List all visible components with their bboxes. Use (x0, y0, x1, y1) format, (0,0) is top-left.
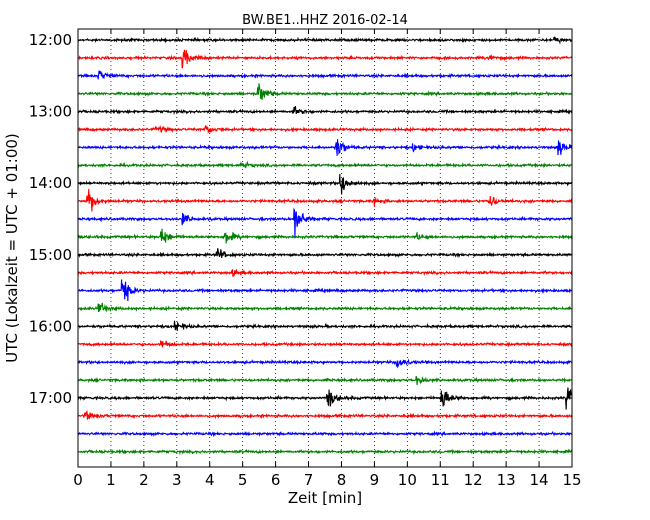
seismic-trace (77, 320, 573, 331)
y-tick-label: 12:00 (29, 31, 72, 49)
seismic-trace (77, 268, 573, 278)
x-tick-label: 0 (73, 471, 83, 489)
seismic-trace (77, 139, 573, 156)
seismic-trace (77, 228, 573, 244)
x-tick-label: 12 (464, 471, 483, 489)
plot-frame (77, 28, 573, 468)
seismic-trace (77, 36, 573, 45)
seismic-trace (77, 279, 573, 301)
seismic-trace (77, 430, 573, 438)
seismic-trace (77, 339, 573, 348)
seismic-trace (77, 49, 573, 69)
x-tick-label: 8 (337, 471, 347, 489)
x-axis-label: Zeit [min] (288, 489, 362, 507)
seismic-trace (77, 302, 573, 313)
seismic-trace (77, 173, 573, 195)
y-tick-label: 14:00 (29, 174, 72, 192)
x-tick-label: 13 (497, 471, 516, 489)
x-tick-label: 3 (172, 471, 182, 489)
x-tick-label: 7 (304, 471, 314, 489)
x-tick-label: 11 (431, 471, 450, 489)
seismic-trace (77, 376, 573, 386)
x-tick-label: 4 (205, 471, 215, 489)
seismic-trace (77, 387, 573, 410)
x-tick-label: 6 (271, 471, 281, 489)
x-tick-label: 15 (562, 471, 581, 489)
x-tick-label: 5 (238, 471, 248, 489)
y-axis-ticks: 12:00 13:00 14:00 15:00 16:00 17:00 (29, 31, 572, 407)
seismic-trace (77, 124, 573, 134)
trace-group (77, 36, 573, 456)
y-axis-label: UTC (Lokalzeit = UTC + 01:00) (3, 133, 21, 363)
seismic-trace (77, 70, 573, 80)
x-axis-ticks: 0 1 2 3 4 5 6 7 8 9 10 11 12 13 14 15 (73, 29, 582, 489)
seismic-trace (77, 83, 573, 100)
x-tick-label: 14 (530, 471, 549, 489)
seismic-trace (77, 358, 573, 369)
chart-title: BW.BE1..HHZ 2016-02-14 (242, 13, 408, 28)
y-tick-label: 17:00 (29, 389, 72, 407)
seismic-trace (77, 160, 573, 169)
seismic-trace (77, 410, 573, 420)
x-tick-label: 1 (106, 471, 116, 489)
x-tick-label: 9 (370, 471, 380, 489)
seismic-trace (77, 105, 573, 116)
y-tick-label: 13:00 (29, 103, 72, 121)
x-tick-label: 10 (398, 471, 417, 489)
x-tick-label: 2 (139, 471, 149, 489)
seismic-trace (77, 448, 573, 456)
seismic-trace (77, 188, 573, 212)
y-tick-label: 15:00 (29, 246, 72, 264)
seismic-trace (77, 207, 573, 238)
y-tick-label: 16:00 (29, 317, 72, 335)
seismic-trace (77, 248, 573, 259)
